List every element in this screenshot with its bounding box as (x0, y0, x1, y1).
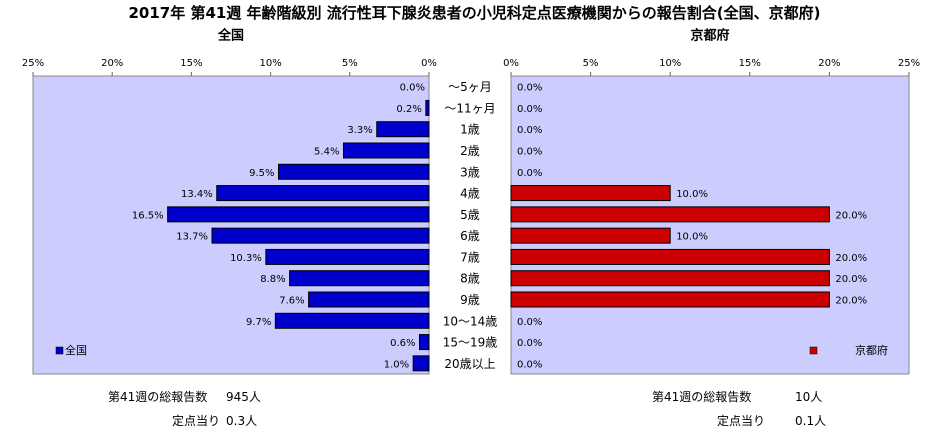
kyoto-bar (510, 206, 830, 223)
category-label: 20歳以上 (444, 357, 495, 371)
national-bar-label: 7.6% (279, 296, 304, 307)
kyoto-bar-label: 0.0% (517, 125, 542, 136)
national-total-value: 945人 (226, 390, 261, 404)
national-bar (265, 248, 430, 265)
kyoto-per-value: 0.1人 (795, 414, 827, 428)
category-label: 4歳 (460, 187, 480, 201)
national-bar (216, 185, 430, 202)
kyoto-bar (510, 227, 671, 244)
kyoto-x-tick-label: 20% (818, 58, 840, 69)
national-bar-label: 16.5% (132, 210, 164, 221)
national-bar (376, 121, 430, 138)
national-bar (289, 270, 430, 287)
national-bar-label: 3.3% (347, 125, 372, 136)
kyoto-bar-label: 0.0% (517, 359, 542, 370)
kyoto-legend-label: 京都府 (855, 343, 888, 357)
kyoto-bar-label: 0.0% (517, 338, 542, 349)
national-bar-label: 0.0% (400, 83, 425, 94)
kyoto-bar (510, 248, 830, 265)
kyoto-total-value: 10人 (795, 390, 823, 404)
kyoto-bar (510, 270, 830, 287)
kyoto-total-label: 第41週の総報告数 (652, 390, 752, 404)
category-label: 1歳 (460, 123, 480, 137)
kyoto-x-tick-label: 0% (503, 58, 519, 69)
national-bar-label: 9.5% (249, 168, 274, 179)
national-per-value: 0.3人 (226, 414, 258, 428)
kyoto-legend-swatch (809, 346, 818, 355)
category-label: 6歳 (460, 229, 480, 243)
national-bar (412, 355, 430, 372)
kyoto-panel-title: 京都府 (690, 28, 729, 44)
category-label: 8歳 (460, 272, 480, 286)
kyoto-bar-label: 0.0% (517, 83, 542, 94)
kyoto-bar-label: 10.0% (676, 189, 708, 200)
kyoto-bar-label: 0.0% (517, 317, 542, 328)
kyoto-bar (510, 291, 830, 308)
category-label: ～5ヶ月 (448, 80, 492, 94)
kyoto-bar (510, 185, 671, 202)
national-bar-label: 8.8% (260, 274, 285, 285)
kyoto-x-tick-label: 5% (583, 58, 599, 69)
kyoto-x-tick-label: 15% (739, 58, 761, 69)
kyoto-bar-label: 20.0% (835, 210, 867, 221)
kyoto-plot-area (510, 75, 910, 375)
national-bar (418, 334, 430, 351)
national-legend-swatch (55, 346, 64, 355)
category-label: 3歳 (460, 165, 480, 179)
kyoto-x-tick-label: 10% (659, 58, 681, 69)
kyoto-bar-label: 0.0% (517, 168, 542, 179)
kyoto-bar-label: 0.0% (517, 104, 542, 115)
kyoto-bar-label: 20.0% (835, 274, 867, 285)
national-bar-label: 13.7% (176, 232, 208, 243)
national-x-tick-label: 20% (101, 58, 123, 69)
national-x-tick-label: 5% (342, 58, 358, 69)
national-bar (278, 163, 430, 180)
national-legend-label: 全国 (65, 343, 87, 357)
category-label: ～11ヶ月 (444, 101, 495, 115)
national-bar-label: 5.4% (314, 147, 339, 158)
national-bar (167, 206, 430, 223)
national-per-label: 定点当り (172, 414, 221, 428)
national-bar (274, 312, 430, 329)
category-label: 5歳 (460, 208, 480, 222)
national-bar (425, 99, 430, 116)
national-bar-label: 9.7% (246, 317, 271, 328)
national-panel-title: 全国 (217, 28, 244, 44)
kyoto-bar-label: 20.0% (835, 253, 867, 264)
chart-title: 2017年 第41週 年齢階級別 流行性耳下腺炎患者の小児科定点医療機関からの報… (128, 4, 821, 22)
national-bar (308, 291, 430, 308)
kyoto-bar-label: 10.0% (676, 232, 708, 243)
kyoto-x-tick-label: 25% (898, 58, 920, 69)
national-bar (211, 227, 430, 244)
category-label: 15～19歳 (443, 336, 498, 350)
category-label: 9歳 (460, 293, 480, 307)
kyoto-bar-label: 20.0% (835, 296, 867, 307)
national-bar-label: 10.3% (230, 253, 262, 264)
national-total-label: 第41週の総報告数 (108, 390, 208, 404)
kyoto-per-label: 定点当り (717, 414, 766, 428)
category-label: 10～14歳 (443, 314, 498, 328)
national-plot-area (32, 75, 430, 375)
national-x-tick-label: 25% (22, 58, 44, 69)
national-bar-label: 1.0% (384, 359, 409, 370)
category-label: 2歳 (460, 144, 480, 158)
national-x-tick-label: 10% (259, 58, 281, 69)
national-bar (342, 142, 430, 159)
national-bar-label: 0.2% (396, 104, 421, 115)
national-x-tick-label: 15% (180, 58, 202, 69)
kyoto-bar-label: 0.0% (517, 147, 542, 158)
national-bar-label: 13.4% (181, 189, 213, 200)
national-bar-label: 0.6% (390, 338, 415, 349)
category-label: 7歳 (460, 250, 480, 264)
national-x-tick-label: 0% (421, 58, 437, 69)
